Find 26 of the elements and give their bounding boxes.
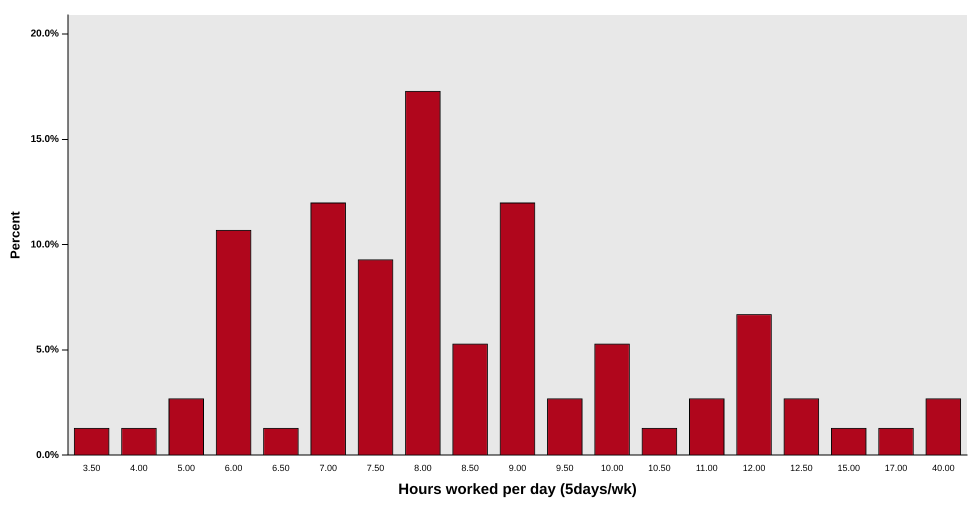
x-tick-label: 8.00 (414, 463, 432, 474)
x-tick-label: 7.50 (366, 463, 384, 474)
x-tick-label: 11.00 (696, 463, 718, 474)
y-tick-label: 0.0% (36, 450, 60, 461)
y-tick-label: 20.0% (30, 28, 60, 40)
x-tick-label: 17.00 (884, 463, 908, 474)
x-tick-label: 5.00 (177, 463, 196, 474)
x-tick-label: 12.50 (790, 463, 813, 474)
y-tick-label: 10.0% (30, 239, 60, 250)
x-tick-label: 8.50 (461, 463, 479, 474)
y-tick-label: 5.0% (36, 344, 60, 356)
x-tick-label: 10.50 (648, 463, 671, 474)
x-tick-label: 10.00 (600, 463, 624, 474)
x-tick-label: 7.00 (319, 463, 337, 474)
x-tick-label: 15.00 (837, 463, 860, 474)
x-tick-label: 40.00 (932, 463, 955, 474)
x-tick-label: 3.50 (82, 463, 100, 474)
x-tick-label: 4.00 (130, 463, 148, 474)
x-axis-title: Hours worked per day (5days/wk) (398, 481, 637, 498)
x-tick-label: 6.00 (224, 463, 242, 474)
x-tick-label: 9.00 (508, 463, 526, 474)
x-tick-label: 9.50 (556, 463, 574, 474)
y-tick-label: 15.0% (30, 134, 60, 146)
x-tick-label: 12.00 (742, 463, 766, 474)
x-tick-label: 6.50 (272, 463, 290, 474)
y-axis-title: Percent (7, 210, 22, 259)
